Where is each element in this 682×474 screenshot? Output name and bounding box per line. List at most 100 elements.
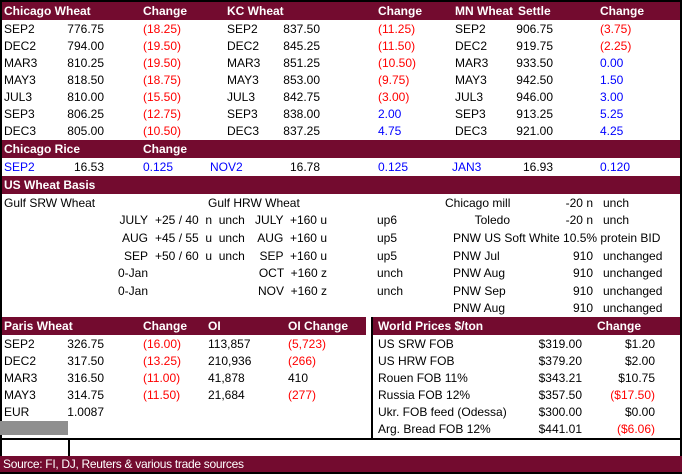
cash-value: -20 n: [565, 213, 593, 228]
month-cell: MAR3: [455, 55, 489, 70]
month-cell: DEC3: [4, 124, 37, 139]
hrw-basis: SEP +160 u: [259, 248, 328, 263]
kc-change-header: Change: [378, 4, 423, 18]
change-cell: 3.00: [600, 90, 624, 105]
world-prices-title: World Prices $/ton: [378, 319, 484, 333]
rice-data-row: SEP2 16.53 0.125 NOV2 16.78 0.125 JAN3 1…: [2, 158, 680, 176]
settle-cell: 810.00: [67, 90, 104, 105]
bottom-rule: [0, 438, 682, 440]
world-price: $319.00: [538, 336, 582, 351]
paris-change-header: Change: [143, 319, 188, 333]
basis-row: Gulf SRW Wheat Gulf HRW Wheat Chicago mi…: [2, 194, 680, 212]
hrw-change: up5: [377, 248, 398, 263]
pnw-value: 910: [572, 301, 593, 316]
srw-month: 0-Jan: [117, 266, 148, 281]
settle-cell: 946.00: [516, 90, 553, 105]
pnw-label: PNW US Soft White 10.5% protein BID: [453, 230, 661, 245]
basis-row: PNW Aug 910 unchanged: [2, 299, 680, 317]
table-row: DEC3 805.00 (10.50) DEC3 837.25 4.75 DEC…: [2, 123, 680, 140]
change-cell: (2.25): [600, 38, 632, 53]
table-row: DEC2 317.50 (13.25) 210,936 (266) US HRW…: [2, 352, 680, 369]
world-change: ($17.50): [610, 388, 655, 403]
settle-cell: 776.75: [67, 21, 104, 36]
paris-oi-change-header: OI Change: [288, 319, 349, 333]
change-cell: (3.00): [378, 90, 410, 105]
change-cell: (19.50): [143, 55, 182, 70]
month-cell: DEC2: [455, 38, 488, 53]
change-cell: (19.50): [143, 38, 182, 53]
pnw-label: PNW Sep: [453, 283, 506, 298]
srw-month: AUG: [121, 230, 148, 245]
pnw-value: 910: [572, 248, 593, 263]
world-price: $343.21: [538, 370, 582, 385]
bottom-header-bar: Paris Wheat Change OI OI Change World Pr…: [2, 317, 680, 335]
change-cell: 1.50: [600, 72, 624, 87]
futures-tables: SEP2 776.75 (18.25) SEP2 837.50 (11.25) …: [2, 20, 680, 140]
world-change: $0.00: [624, 405, 655, 420]
srw-month: JULY: [119, 213, 148, 228]
change-cell: (15.50): [143, 90, 182, 105]
world-label: US HRW FOB: [378, 353, 455, 368]
change-cell: 0.125: [143, 160, 174, 174]
world-header-bg: [373, 317, 680, 335]
settle-cell: 853.00: [283, 72, 320, 87]
table-row: EUR 1.0087 Ukr. FOB feed (Odessa) $300.0…: [2, 404, 680, 421]
change-cell: (9.75): [378, 72, 410, 87]
hrw-change: up5: [377, 230, 398, 245]
hrw-basis: AUG +160 u: [257, 230, 327, 245]
settle-cell: 838.00: [283, 107, 320, 122]
settle-cell: 837.25: [283, 124, 320, 139]
cash-label: Toledo: [474, 213, 510, 228]
pnw-change: unchanged: [603, 283, 663, 298]
basis-section: Gulf SRW Wheat Gulf HRW Wheat Chicago mi…: [2, 194, 680, 317]
change-cell: 4.75: [378, 124, 402, 139]
world-change: ($6.06): [616, 422, 655, 437]
us-wheat-basis-title: US Wheat Basis: [4, 178, 96, 192]
pnw-label: PNW Jul: [453, 248, 500, 263]
settle-cell: 842.75: [283, 90, 320, 105]
srw-month: SEP: [123, 248, 148, 263]
bottom-tables: SEP2 326.75 (16.00) 113,857 (5,723) US S…: [2, 335, 680, 438]
table-row: JUL3 810.00 (15.50) JUL3 842.75 (3.00) J…: [2, 89, 680, 106]
pnw-value: 910: [572, 266, 593, 281]
settle-cell: 921.00: [516, 124, 553, 139]
oi-cell: 21,684: [208, 388, 245, 403]
month-cell: MAR3: [4, 370, 38, 385]
world-price: $379.20: [538, 353, 582, 368]
basis-row: 0-Jan OCT +160 z unch PNW Aug 910 unchan…: [2, 264, 680, 282]
table-row: MAR3 316.50 (11.00) 41,878 410 Rouen FOB…: [2, 369, 680, 386]
paris-wheat-title: Paris Wheat: [4, 319, 73, 333]
change-cell: (18.25): [143, 21, 182, 36]
table-row: DEC2 794.00 (19.50) DEC2 845.25 (11.50) …: [2, 37, 680, 54]
world-price: $357.50: [538, 388, 582, 403]
rice-change-header: Change: [143, 142, 188, 156]
pnw-change: unchanged: [603, 301, 663, 316]
settle-cell: 326.75: [67, 336, 104, 351]
srw-basis: +50 / 60 u unch: [155, 248, 245, 263]
change-cell: (16.00): [143, 336, 182, 351]
pnw-change: unchanged: [603, 266, 663, 281]
month-cell: DEC3: [455, 124, 488, 139]
rice-header-bar: Chicago Rice Change: [2, 140, 680, 158]
cash-change: unch: [603, 195, 630, 210]
cell-border: [68, 440, 70, 456]
hrw-change: up6: [377, 213, 398, 228]
table-row: SEP2 776.75 (18.25) SEP2 837.50 (11.25) …: [2, 20, 680, 37]
basis-row: AUG +45 / 55 u unch AUG +160 u up5 PNW U…: [2, 229, 680, 247]
settle-cell: 317.50: [67, 353, 104, 368]
month-cell: DEC3: [227, 124, 260, 139]
month-cell: NOV2: [210, 160, 243, 174]
pnw-value: 910: [572, 283, 593, 298]
table-divider: [371, 317, 373, 438]
cash-value: -20 n: [565, 195, 593, 210]
oi-change-cell: (5,723): [288, 336, 327, 351]
world-change-header: Change: [597, 319, 642, 333]
change-cell: (10.50): [143, 124, 182, 139]
month-cell: SEP2: [4, 21, 35, 36]
month-cell: SEP2: [227, 21, 258, 36]
world-price: $300.00: [538, 405, 582, 420]
source-text: Source: FI, DJ, Reuters & various trade …: [3, 457, 244, 471]
month-cell: JAN3: [452, 160, 482, 174]
chicago-change-header: Change: [143, 4, 188, 18]
